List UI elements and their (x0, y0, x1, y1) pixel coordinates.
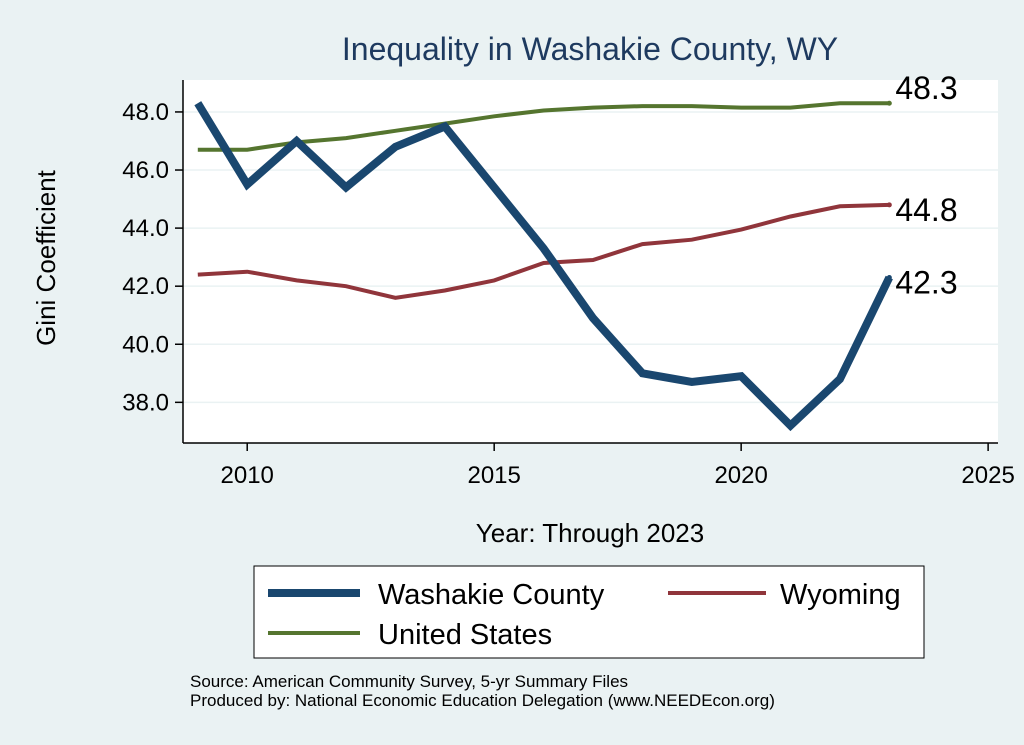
end-point (886, 274, 892, 280)
legend: Washakie County Wyoming United States (253, 565, 925, 659)
y-tick-label: 44.0 (122, 215, 169, 242)
series-line-wyoming (197, 202, 890, 300)
end-point (886, 100, 892, 106)
legend-label: United States (378, 619, 552, 651)
y-axis-label: Gini Coefficient (31, 169, 61, 346)
legend-label: Wyoming (780, 579, 901, 611)
y-tick-label: 42.0 (122, 273, 169, 300)
x-tick-label: 2025 (961, 462, 1014, 489)
end-value-label: 48.3 (895, 70, 957, 106)
axes: 38.0 40.0 42.0 44.0 46.0 48.0 2010 2015 2020 2025 (122, 80, 1015, 489)
x-tick-label: 2015 (467, 462, 520, 489)
x-axis-label: Year: Through 2023 (476, 518, 704, 548)
series-line-united-states (197, 101, 890, 152)
legend-label: Washakie County (378, 579, 605, 611)
y-tick-label: 48.0 (122, 99, 169, 126)
y-tick-label: 46.0 (122, 157, 169, 184)
series-lines (194, 101, 893, 432)
x-tick-label: 2020 (714, 462, 767, 489)
end-value-label: 44.8 (895, 192, 957, 228)
producer-note: Produced by: National Economic Education… (190, 691, 775, 710)
legend-box (253, 565, 925, 659)
x-tick-label: 2010 (221, 462, 274, 489)
series-line-washakie-county (194, 101, 893, 432)
source-note: Source: American Community Survey, 5-yr … (190, 672, 629, 691)
chart-title: Inequality in Washakie County, WY (342, 31, 838, 67)
y-tick-label: 38.0 (122, 389, 169, 416)
end-point (886, 202, 892, 208)
end-labels: 42.3 44.8 48.3 (886, 70, 958, 300)
grid-lines (183, 111, 998, 404)
y-tick-label: 40.0 (122, 331, 169, 358)
end-value-label: 42.3 (895, 264, 957, 300)
